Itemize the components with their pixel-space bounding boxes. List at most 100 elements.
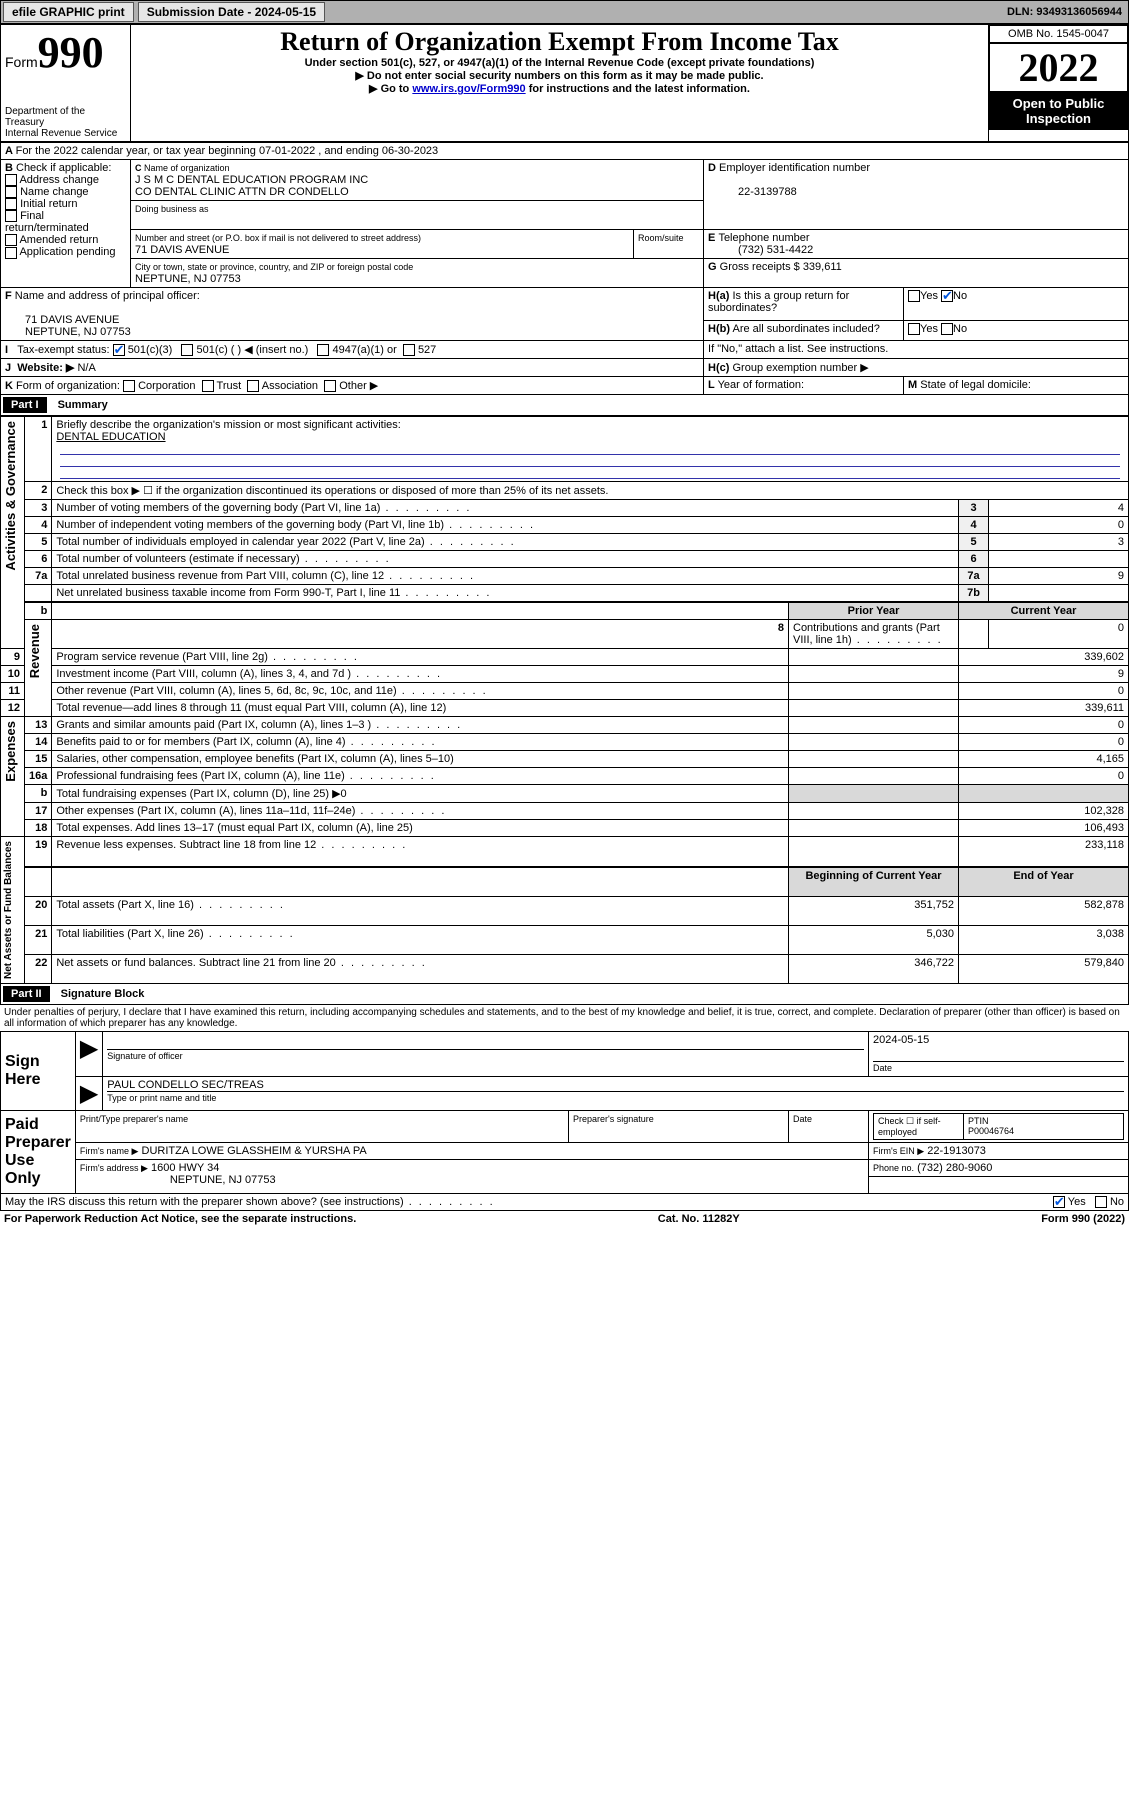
declaration-text: Under penalties of perjury, I declare th… bbox=[0, 1005, 1129, 1031]
row-gov-6: 6 Total number of volunteers (estimate i… bbox=[1, 551, 1129, 568]
chk-ha-yes[interactable] bbox=[908, 290, 920, 302]
sign-arrow-icon: ▶ bbox=[75, 1032, 102, 1077]
row-exp-17: 17 Other expenses (Part IX, column (A), … bbox=[1, 803, 1129, 820]
row-exp-16b: b Total fundraising expenses (Part IX, c… bbox=[1, 785, 1129, 803]
section-h-a-answer: Yes No bbox=[904, 288, 1129, 321]
chk-initial-return[interactable] bbox=[5, 198, 17, 210]
footer-mid: Cat. No. 11282Y bbox=[658, 1213, 740, 1225]
row-gov-5: 5 Total number of individuals employed i… bbox=[1, 534, 1129, 551]
chk-ha-no[interactable] bbox=[941, 290, 953, 302]
section-f: F Name and address of principal officer:… bbox=[1, 288, 704, 341]
row-rev-11: 11 Other revenue (Part VIII, column (A),… bbox=[1, 683, 1129, 700]
chk-final-return[interactable] bbox=[5, 210, 17, 222]
section-c-street: Number and street (or P.O. box if mail i… bbox=[131, 230, 634, 259]
chk-application-pending[interactable] bbox=[5, 247, 17, 259]
section-d: D Employer identification number 22-3139… bbox=[704, 160, 1129, 230]
tax-year: 2022 bbox=[989, 43, 1128, 92]
section-b: B Check if applicable: Address change Na… bbox=[1, 160, 131, 288]
row-gov-3: 3 Number of voting members of the govern… bbox=[1, 500, 1129, 517]
chk-corp[interactable] bbox=[123, 380, 135, 392]
part-i-table: Activities & Governance 1 Briefly descri… bbox=[0, 416, 1129, 984]
section-h-b: H(b) Are all subordinates included? bbox=[704, 321, 904, 341]
note-link: ▶ Go to www.irs.gov/Form990 for instruct… bbox=[135, 82, 984, 95]
section-l: L Year of formation: bbox=[704, 377, 904, 395]
chk-4947[interactable] bbox=[317, 344, 329, 356]
chk-hb-no[interactable] bbox=[941, 323, 953, 335]
section-k: K Form of organization: Corporation Trus… bbox=[1, 377, 704, 395]
part-i-title: Summary bbox=[50, 399, 108, 411]
chk-assoc[interactable] bbox=[247, 380, 259, 392]
chk-name-change[interactable] bbox=[5, 186, 17, 198]
section-c-room: Room/suite bbox=[634, 230, 704, 259]
part-ii-header-row: Part II Signature Block bbox=[0, 984, 1129, 1005]
open-public-badge: Open to Public Inspection bbox=[989, 92, 1128, 130]
submission-date-button[interactable]: Submission Date - 2024-05-15 bbox=[138, 2, 325, 22]
side-net: Net Assets or Fund Balances bbox=[1, 837, 25, 984]
chk-hb-yes[interactable] bbox=[908, 323, 920, 335]
omb-number: OMB No. 1545-0047 bbox=[989, 25, 1128, 43]
officer-signature-line[interactable] bbox=[107, 1034, 864, 1050]
chk-501c3[interactable] bbox=[113, 344, 125, 356]
discuss-row: May the IRS discuss this return with the… bbox=[1, 1194, 1129, 1211]
line-1: Briefly describe the organization's miss… bbox=[52, 417, 1129, 482]
signature-table: Sign Here ▶ Signature of officer 2024-05… bbox=[0, 1031, 1129, 1211]
row-net-22: 22 Net assets or fund balances. Subtract… bbox=[1, 955, 1129, 984]
form-label: Form990 bbox=[5, 27, 126, 78]
row-net-20: 20 Total assets (Part X, line 16) 351,75… bbox=[1, 897, 1129, 926]
section-h-note: If "No," attach a list. See instructions… bbox=[704, 341, 1129, 359]
irs-label: Internal Revenue Service bbox=[5, 128, 126, 139]
section-g: G Gross receipts $ 339,611 bbox=[704, 259, 1129, 288]
section-e: E Telephone number (732) 531-4422 bbox=[704, 230, 1129, 259]
row-exp-15: 15 Salaries, other compensation, employe… bbox=[1, 751, 1129, 768]
section-c-dba: Doing business as bbox=[131, 201, 704, 230]
line-2: Check this box ▶ ☐ if the organization d… bbox=[52, 482, 1129, 500]
section-m: M State of legal domicile: bbox=[904, 377, 1129, 395]
chk-discuss-yes[interactable] bbox=[1053, 1196, 1065, 1208]
chk-amended-return[interactable] bbox=[5, 234, 17, 246]
section-c-name: C Name of organization J S M C DENTAL ED… bbox=[131, 160, 704, 201]
row-net-header: Beginning of Current Year End of Year bbox=[1, 867, 1129, 897]
side-activities: Activities & Governance bbox=[1, 417, 25, 649]
dln-label: DLN: 93493136056944 bbox=[1007, 6, 1128, 18]
officer-date-line[interactable] bbox=[873, 1046, 1124, 1062]
footer: For Paperwork Reduction Act Notice, see … bbox=[0, 1211, 1129, 1227]
row-rev-10: 10 Investment income (Part VIII, column … bbox=[1, 666, 1129, 683]
form-header-table: Form990 Department of the Treasury Inter… bbox=[0, 24, 1129, 142]
dept-label: Department of the Treasury bbox=[5, 106, 126, 128]
row-net-21: 21 Total liabilities (Part X, line 26) 5… bbox=[1, 926, 1129, 955]
row-gov-7b: Net unrelated business taxable income fr… bbox=[1, 585, 1129, 603]
paid-preparer-label: Paid Preparer Use Only bbox=[1, 1111, 76, 1194]
section-a: A For the 2022 calendar year, or tax yea… bbox=[1, 143, 1129, 160]
side-revenue: Revenue bbox=[25, 620, 52, 717]
part-i-header-row: Part I Summary bbox=[0, 395, 1129, 416]
part-ii-badge: Part II bbox=[3, 986, 50, 1002]
irs-link[interactable]: www.irs.gov/Form990 bbox=[412, 83, 525, 95]
part-ii-title: Signature Block bbox=[53, 988, 145, 1000]
row-col-headers: b Prior Year Current Year bbox=[1, 602, 1129, 620]
section-i: I Tax-exempt status: 501(c)(3) 501(c) ( … bbox=[1, 341, 704, 359]
chk-527[interactable] bbox=[403, 344, 415, 356]
row-rev-12: 12 Total revenue—add lines 8 through 11 … bbox=[1, 700, 1129, 717]
chk-other[interactable] bbox=[324, 380, 336, 392]
section-c-city: City or town, state or province, country… bbox=[131, 259, 704, 288]
form-title: Return of Organization Exempt From Incom… bbox=[135, 27, 984, 57]
section-j: J Website: ▶ N/A bbox=[1, 359, 704, 377]
section-h-a: H(a) Is this a group return for subordin… bbox=[704, 288, 904, 321]
chk-501c[interactable] bbox=[181, 344, 193, 356]
part-i-badge: Part I bbox=[3, 397, 47, 413]
sign-here-label: Sign Here bbox=[1, 1032, 76, 1111]
line-2-num: 2 bbox=[25, 482, 52, 500]
form-subtitle: Under section 501(c), 527, or 4947(a)(1)… bbox=[135, 57, 984, 69]
identity-table: A For the 2022 calendar year, or tax yea… bbox=[0, 142, 1129, 395]
section-h-c: H(c) Group exemption number ▶ bbox=[704, 359, 1129, 377]
chk-address-change[interactable] bbox=[5, 174, 17, 186]
row-exp-18: 18 Total expenses. Add lines 13–17 (must… bbox=[1, 820, 1129, 837]
efile-print-button[interactable]: efile GRAPHIC print bbox=[3, 2, 134, 22]
chk-discuss-no[interactable] bbox=[1095, 1196, 1107, 1208]
top-bar: efile GRAPHIC print Submission Date - 20… bbox=[0, 0, 1129, 24]
footer-right: Form 990 (2022) bbox=[1041, 1213, 1125, 1225]
section-h-b-answer: Yes No bbox=[904, 321, 1129, 341]
row-exp-19: Net Assets or Fund Balances 19 Revenue l… bbox=[1, 837, 1129, 867]
chk-trust[interactable] bbox=[202, 380, 214, 392]
footer-left: For Paperwork Reduction Act Notice, see … bbox=[4, 1213, 356, 1225]
